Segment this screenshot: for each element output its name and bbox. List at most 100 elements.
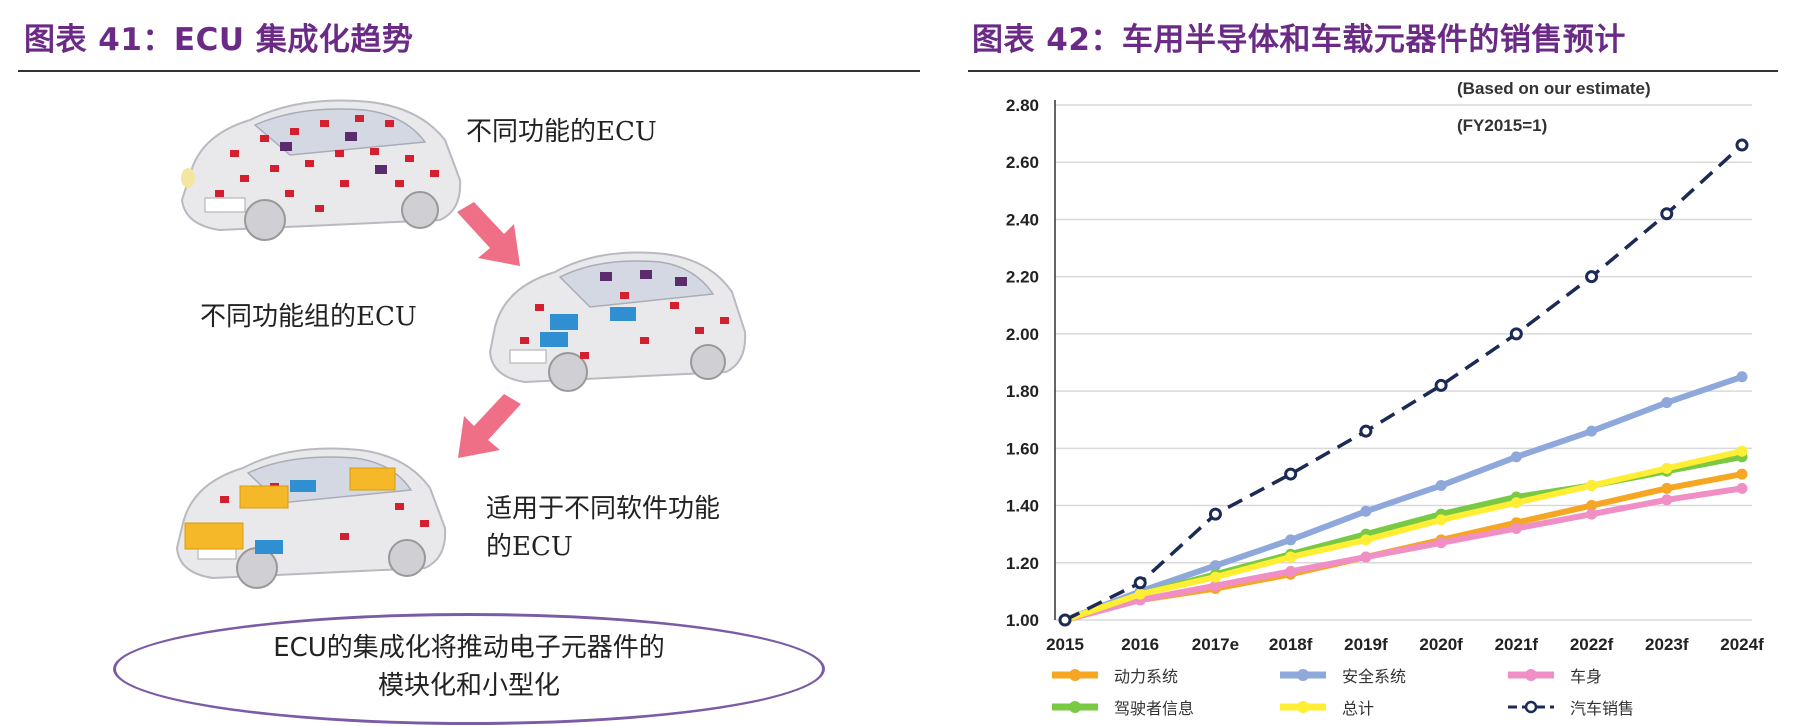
x-tick-label-2: 2017e [1192,635,1239,654]
series-line-4 [1064,448,1743,623]
series-point-4-4 [1360,534,1372,546]
legend-label-3: 驾驶者信息 [1114,699,1195,718]
legend-item-1: 安全系统 [1278,660,1406,690]
series-point-5-2 [1208,507,1222,521]
car-illustration-2 [488,251,747,392]
series-point-5-4 [1359,424,1373,438]
series-point-5-3 [1284,467,1298,481]
series-point-4-5 [1435,514,1447,526]
series-point-1-3 [1285,534,1297,546]
legend-item-5: 汽车销售 [1506,692,1634,722]
legend-swatch-5 [1508,700,1554,714]
legend-label-1: 安全系统 [1342,667,1407,686]
y-tick-label-8: 2.60 [1006,153,1039,172]
caption-software-function-ecu-line2: 的ECU [486,532,573,562]
y-tick-label-1: 1.20 [1006,554,1039,573]
caption-different-function-ecu: 不同功能的ECU [466,117,657,147]
y-tick-label-6: 2.20 [1006,268,1039,287]
right-panel-title: 图表 42：车用半导体和车载元器件的销售预计 [972,22,1626,58]
car-illustration-1 [180,99,462,241]
series-point-4-1 [1134,588,1146,600]
x-tick-label-9: 2024f [1720,635,1764,654]
legend-swatch-1 [1280,669,1326,681]
y-tick-label-0: 1.00 [1006,611,1039,630]
y-tick-label-5: 2.00 [1006,325,1039,344]
legend-swatch-2 [1508,669,1554,681]
series-point-4-6 [1510,497,1522,509]
legend-item-4: 总计 [1278,692,1374,722]
series-point-2-3 [1285,565,1297,577]
series-point-0-8 [1661,482,1673,494]
legend-label-5: 汽车销售 [1570,699,1635,718]
y-tick-label-2: 1.40 [1006,497,1039,516]
x-tick-label-4: 2019f [1344,635,1388,654]
series-point-2-6 [1510,522,1522,534]
car-illustration-3 [175,447,447,589]
chart-note-estimate: (Based on our estimate) [1457,79,1651,98]
series-line-1 [1063,373,1743,623]
y-tick-label-9: 2.80 [1006,96,1039,115]
series-point-5-9 [1735,138,1749,152]
x-tick-label-7: 2022f [1570,635,1614,654]
series-point-5-7 [1585,270,1599,284]
series-2 [1059,482,1748,626]
summary-text: ECU的集成化将推动电子元器件的 模块化和小型化 [113,629,825,705]
series-point-0-9 [1736,468,1748,480]
chart-grid [1054,100,1752,621]
series-point-1-2 [1209,560,1221,572]
legend-label-2: 车身 [1570,667,1603,686]
series-point-2-7 [1586,508,1598,520]
series-point-5-5 [1434,378,1448,392]
series-point-2-2 [1209,580,1221,592]
chart-note-base-year: (FY2015=1) [1457,116,1547,135]
series-point-2-8 [1661,494,1673,506]
x-tick-label-6: 2021f [1495,635,1539,654]
legend-swatch-3 [1052,701,1098,713]
series-point-1-6 [1510,451,1522,463]
sales-forecast-line-chart: 1.00 1.20 1.40 1.60 1.80 2.00 2.20 2.40 2.60 2.80… [1006,79,1764,654]
series-point-0-7 [1586,500,1598,512]
x-tick-label-3: 2018f [1269,635,1313,654]
series-point-1-9 [1736,371,1748,383]
right-title-rule [968,70,1778,72]
series-point-4-2 [1209,571,1221,583]
series-point-5-1 [1133,576,1147,590]
caption-software-function-ecu-line1: 适用于不同软件功能 [486,494,721,524]
y-tick-label-3: 1.60 [1006,439,1039,458]
series-line-2 [1064,485,1743,623]
x-tick-label-8: 2023f [1645,635,1689,654]
series-5 [1058,138,1749,627]
legend-swatch-0 [1052,669,1098,681]
series-point-4-7 [1586,480,1598,492]
down-arrow-2-icon [458,394,521,458]
legend-label-0: 动力系统 [1114,667,1179,686]
series-point-5-6 [1509,327,1523,341]
legend-item-2: 车身 [1506,660,1602,690]
legend-item-3: 驾驶者信息 [1050,692,1194,722]
series-point-1-8 [1661,397,1673,409]
series-point-1-7 [1586,425,1598,437]
summary-oval [113,613,825,725]
series-point-4-3 [1285,551,1297,563]
series-point-2-5 [1435,537,1447,549]
series-point-2-9 [1736,482,1748,494]
caption-function-group-ecu: 不同功能组的ECU [200,302,417,332]
series-point-4-8 [1661,462,1673,474]
x-tick-label-5: 2020f [1419,635,1463,654]
summary-line-2: 模块化和小型化 [377,671,560,701]
series-point-1-5 [1435,480,1447,492]
x-tick-label-1: 2016 [1121,635,1159,654]
legend-label-4: 总计 [1342,699,1375,718]
legend-item-0: 动力系统 [1050,660,1178,690]
chart-y-tick-labels: 1.00 1.20 1.40 1.60 1.80 2.00 2.20 2.40 2.60 2.80 [1006,96,1039,630]
summary-line-1: ECU的集成化将推动电子元器件的 [273,633,665,663]
down-arrow-1-icon [457,202,520,266]
legend-swatch-4 [1280,701,1326,713]
series-point-2-4 [1360,551,1372,563]
series-line-5 [1064,143,1744,622]
series-point-4-9 [1736,445,1748,457]
chart-series [1058,138,1749,627]
series-point-5-0 [1058,613,1072,627]
y-tick-label-7: 2.40 [1006,210,1039,229]
series-point-5-8 [1660,207,1674,221]
